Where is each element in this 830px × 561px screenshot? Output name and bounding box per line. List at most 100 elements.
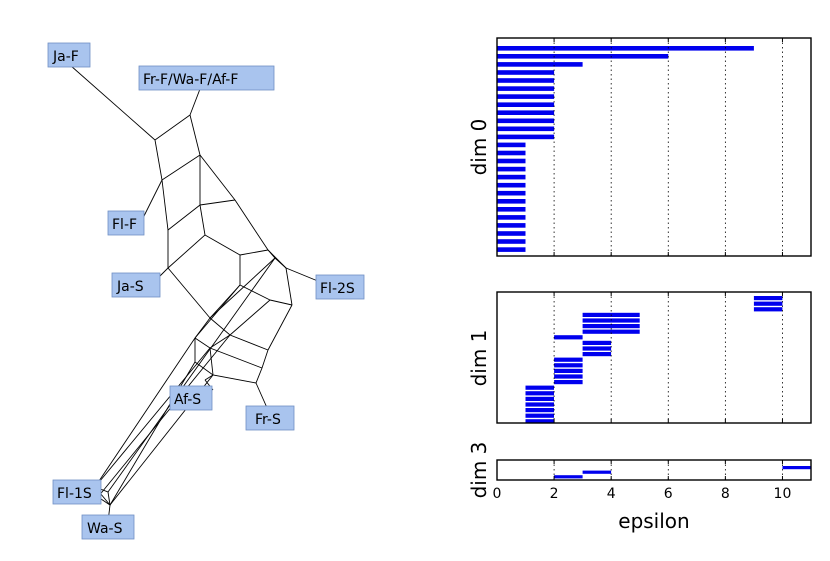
node-label: Wa-S: [87, 521, 123, 537]
barcode-panel-dim3: dim 3 0 2 4 6 8 10 epsilon: [467, 442, 812, 533]
edge: [234, 199, 287, 269]
barcode-bar: [497, 166, 526, 172]
barcode-bar: [497, 215, 526, 220]
barcode-bar: [497, 182, 526, 188]
edge: [194, 337, 263, 369]
y-axis-label: dim 0: [467, 119, 491, 176]
node-label: Fr-F/Wa-F/Af-F: [143, 72, 238, 88]
barcode-bar: [582, 352, 612, 357]
barcode-bar: [753, 296, 783, 301]
barcode-bar: [554, 363, 583, 368]
grid-dim1: [553, 292, 783, 423]
node-label: Fl-2S: [320, 281, 355, 297]
edge: [199, 154, 236, 201]
edge: [161, 155, 201, 231]
edge: [267, 249, 293, 306]
edge: [255, 349, 269, 384]
barcode-bar: [782, 466, 811, 470]
edge: [194, 284, 241, 339]
edge: [109, 361, 196, 506]
edge: [239, 284, 271, 301]
bars-dim0: [497, 46, 754, 252]
barcode-bar: [753, 307, 783, 312]
node-fl-1s: Fl-1S: [52, 479, 102, 505]
edge: [209, 334, 231, 349]
barcode-bar: [497, 199, 526, 204]
barcode-bar: [497, 110, 555, 115]
barcode-bar: [497, 223, 526, 228]
network-diagram: [61, 57, 331, 523]
edge: [269, 299, 293, 306]
barcode-bar: [497, 142, 526, 148]
edge: [154, 114, 191, 141]
node-label: Fl-1S: [57, 486, 92, 502]
x-tick-label: 4: [607, 486, 616, 502]
edge: [204, 374, 214, 381]
barcode-bar: [497, 231, 526, 236]
x-tick-label: 8: [721, 486, 730, 502]
node-fr-s: Fr-S: [245, 405, 295, 431]
node-label: Af-S: [174, 392, 201, 408]
grid-dim3: [553, 460, 783, 480]
grid-dim0: [553, 38, 783, 256]
edge: [94, 337, 196, 488]
barcode-bar: [525, 402, 554, 407]
barcode-bar: [497, 150, 526, 156]
node-label: Ja-F: [52, 49, 79, 65]
barcode-bar: [554, 357, 583, 362]
edge: [267, 304, 293, 351]
barcode-panel-dim1: dim 1: [467, 291, 812, 424]
edge: [209, 347, 214, 376]
barcode-panel-dim0: dim 0: [467, 37, 812, 257]
barcode-bar: [497, 70, 555, 75]
plot-frame: [496, 459, 812, 481]
barcode-bar: [497, 62, 583, 67]
barcode-bar: [497, 174, 526, 180]
barcode-bar: [497, 78, 555, 83]
barcode-bar: [525, 408, 554, 413]
edge: [194, 338, 257, 384]
x-axis-label: epsilon: [618, 509, 689, 533]
x-tick-label: 10: [774, 486, 792, 502]
barcode-bar: [582, 329, 640, 334]
barcode-bar: [497, 94, 555, 99]
edge: [107, 257, 276, 493]
bars-dim1: [525, 296, 783, 424]
barcode-bar: [554, 335, 583, 340]
barcode-bar: [497, 134, 555, 140]
ticks-dim1: [496, 292, 783, 423]
node-af-s: Af-S: [169, 385, 213, 411]
x-tick-label: 6: [664, 486, 673, 502]
barcode-bar: [525, 396, 554, 401]
node-ja-f: Ja-F: [47, 42, 91, 68]
x-tick-label: 2: [550, 486, 559, 502]
barcode-bar: [497, 247, 526, 252]
edge: [199, 199, 236, 206]
bars-dim3: [554, 466, 811, 479]
barcode-bar: [525, 419, 554, 424]
barcode-bar: [554, 380, 583, 385]
y-axis-label: dim 1: [467, 330, 491, 387]
edge: [209, 317, 269, 351]
barcode-bar: [554, 374, 583, 379]
edge: [154, 139, 201, 181]
barcode-bar: [497, 207, 526, 212]
node-label: Fl-F: [112, 217, 137, 233]
edge: [61, 57, 156, 141]
node-fl-2s: Fl-2S: [315, 274, 365, 300]
ticks-dim3: [496, 460, 783, 480]
edge: [189, 114, 201, 156]
node-fr-f-wa-f-af-f: Fr-F/Wa-F/Af-F: [138, 65, 275, 91]
barcode-bar: [497, 86, 555, 91]
barcode-bar: [525, 385, 554, 390]
barcode-bar: [582, 340, 612, 345]
barcode-bar: [554, 368, 583, 373]
node-ja-s: Ja-S: [111, 272, 161, 298]
barcode-bar: [525, 391, 554, 396]
plot-frame: [496, 37, 812, 257]
barcode-bar: [497, 126, 555, 132]
edge: [94, 347, 211, 488]
barcode-bar: [753, 301, 783, 306]
barcode-bar: [582, 346, 612, 351]
